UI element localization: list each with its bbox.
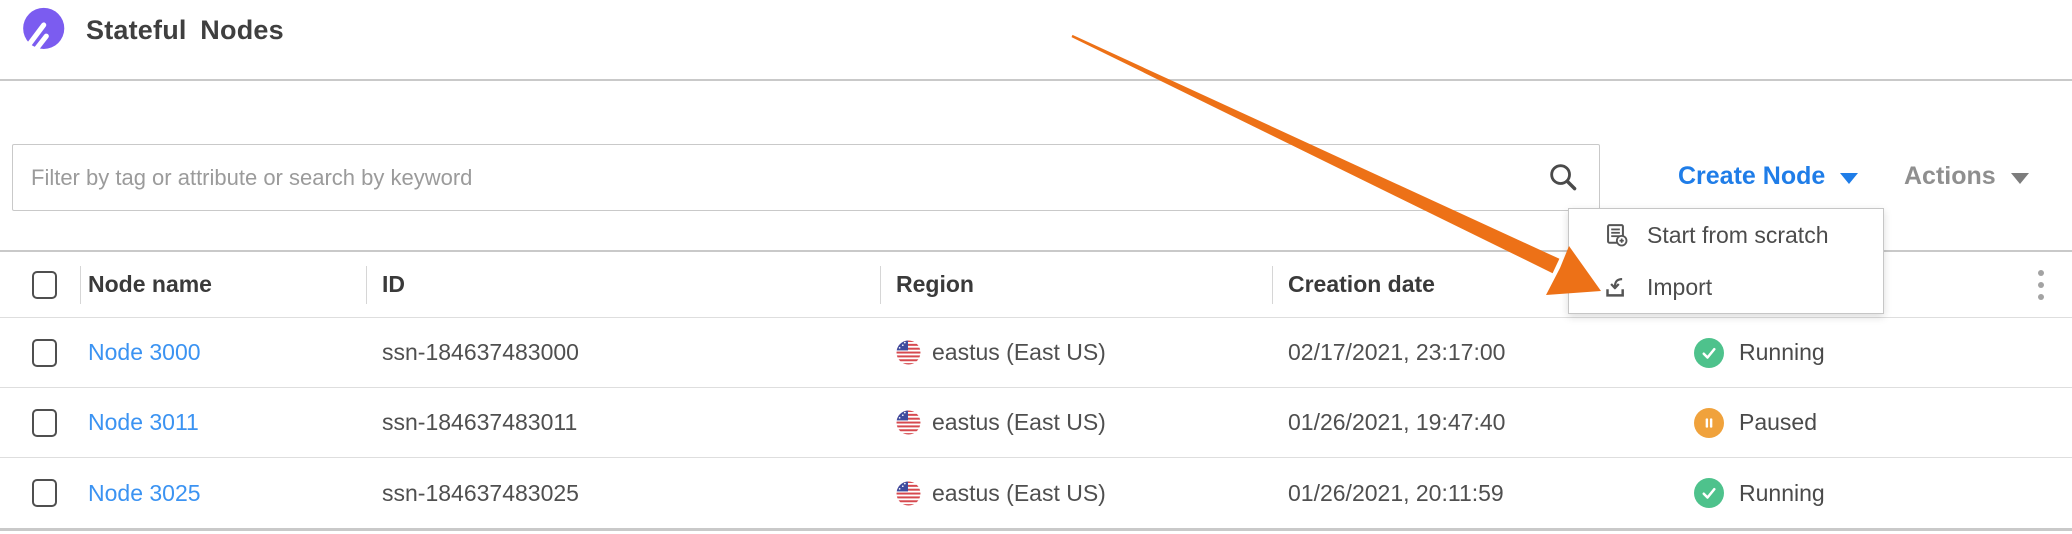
menu-item-import[interactable]: Import [1569,261,1883,313]
menu-item-label: Start from scratch [1647,221,1829,248]
column-header-creation-date: Creation date [1272,252,1660,317]
node-id: ssn-184637483000 [382,339,579,365]
us-flag-icon [896,481,921,505]
creation-date: 02/17/2021, 23:17:00 [1288,339,1506,365]
node-id: ssn-184637483011 [382,409,578,435]
node-id: ssn-184637483025 [382,479,579,506]
page-title: Stateful Nodes [86,15,284,45]
header-divider [0,79,2072,81]
us-flag-icon [896,340,921,365]
table-row: Node 3025 ssn-184637483025 eastus (East … [0,458,2072,528]
actions-label: Actions [1904,162,1996,190]
status-running-icon [1694,478,1724,508]
creation-date: 01/26/2021, 19:47:40 [1288,409,1506,435]
table-row: Node 3000 ssn-184637483000 eastus (East … [0,318,2072,388]
region-label: eastus (East US) [932,409,1106,435]
row-checkbox[interactable] [32,479,57,507]
table-options-kebab-icon[interactable] [2032,264,2050,306]
row-checkbox[interactable] [32,338,57,367]
table-row: Node 3011 ssn-184637483011 eastus (East … [0,388,2072,458]
status-label: Paused [1739,409,1818,435]
import-tray-icon [1606,277,1624,297]
creation-date: 01/26/2021, 20:11:59 [1288,479,1504,506]
menu-item-start-from-scratch[interactable]: Start from scratch [1569,209,1883,261]
create-node-button[interactable]: Create Node [1678,162,1859,191]
nodes-table: Node name ID Region Creation date Node 3… [0,250,2072,531]
status-label: Running [1739,479,1825,506]
table-header-row: Node name ID Region Creation date [0,252,2072,318]
select-all-checkbox[interactable] [32,270,57,299]
filter-search-input[interactable] [12,144,1600,211]
chevron-down-icon [1840,172,1859,184]
status-label: Running [1739,339,1825,365]
column-header-id: ID [366,252,880,317]
node-name-link[interactable]: Node 3000 [88,339,201,365]
document-plus-icon [1607,223,1628,246]
region-label: eastus (East US) [932,479,1106,506]
chevron-down-icon [2010,172,2029,184]
create-node-label: Create Node [1678,162,1826,190]
actions-button[interactable]: Actions [1904,162,2029,191]
node-name-link[interactable]: Node 3025 [88,479,201,506]
column-header-region: Region [880,252,1272,317]
search-icon[interactable] [1546,160,1580,194]
app-logo-icon [18,7,65,55]
create-node-menu: Start from scratch Import [1568,208,1884,314]
node-name-link[interactable]: Node 3011 [88,409,199,435]
row-checkbox[interactable] [32,408,57,437]
status-running-icon [1694,337,1724,368]
us-flag-icon [896,410,921,435]
status-paused-icon [1694,407,1724,438]
column-header-node-name: Node name [80,252,366,317]
menu-item-label: Import [1647,273,1713,300]
region-label: eastus (East US) [932,339,1106,365]
